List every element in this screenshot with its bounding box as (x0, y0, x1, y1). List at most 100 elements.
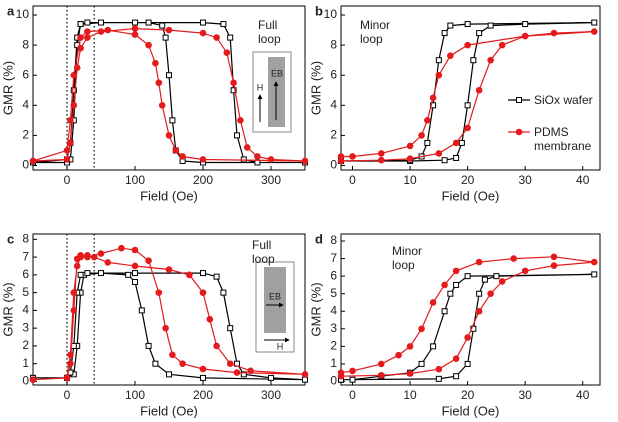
inset-bar (264, 267, 286, 333)
legend-marker (515, 128, 523, 136)
data-point (29, 376, 37, 383)
legend-marker (516, 97, 522, 103)
data-point (179, 360, 186, 367)
data-point (172, 147, 180, 154)
x-axis-title: Field (Oe) (442, 188, 500, 203)
data-point (97, 28, 105, 35)
data-point (230, 87, 237, 94)
data-point (453, 154, 460, 161)
y-tick-label: 4 (22, 97, 29, 111)
y-tick-label: 10 (16, 7, 30, 21)
inset-label: H (277, 341, 284, 351)
annotation: Full loop (258, 18, 281, 46)
data-point (131, 262, 139, 270)
data-point (145, 19, 152, 26)
data-point (63, 156, 71, 163)
data-point (458, 139, 465, 146)
data-point (84, 28, 91, 35)
y-tick-label: 2 (330, 128, 337, 142)
data-point (155, 79, 163, 87)
data-point (165, 26, 173, 34)
plot-frame (340, 233, 601, 386)
data-point (453, 281, 460, 288)
y-tick-label: 6 (22, 267, 29, 281)
legend-label: PDMS membrane (534, 125, 592, 153)
y-tick-label: 6 (330, 268, 337, 282)
y-tick-label: 4 (330, 97, 337, 111)
data-point (220, 21, 227, 28)
data-point (441, 281, 448, 289)
data-point (166, 371, 172, 378)
data-point (424, 117, 431, 124)
data-point (226, 360, 234, 367)
data-point (158, 102, 166, 109)
data-point (145, 342, 152, 349)
y-tick-label: 5 (22, 285, 29, 299)
y-tick-label: 6 (330, 67, 337, 81)
x-tick-label: 30 (518, 388, 532, 402)
y-tick-label: 8 (330, 233, 337, 247)
data-point (243, 144, 251, 151)
data-point (227, 325, 234, 332)
data-point (487, 290, 494, 297)
data-point (200, 19, 206, 26)
data-point (406, 142, 414, 150)
data-point (233, 369, 241, 376)
data-point (301, 371, 309, 378)
x-tick-label: 100 (125, 388, 145, 402)
x-axis-title: Field (Oe) (140, 188, 198, 203)
data-point (452, 355, 460, 362)
data-point (131, 25, 139, 32)
data-point (200, 270, 206, 277)
y-tick-label: 0 (22, 158, 29, 172)
data-point (199, 156, 207, 163)
panel-letter: b (315, 3, 323, 18)
data-point (435, 365, 443, 373)
data-point (395, 351, 402, 359)
data-point (213, 273, 220, 280)
data-point (430, 343, 437, 350)
data-point (169, 117, 176, 124)
annotation: Full loop (252, 238, 275, 266)
data-point (220, 289, 227, 296)
data-point (302, 376, 308, 383)
data-point (169, 351, 176, 359)
data-point (349, 376, 356, 383)
x-tick-label: 0 (64, 388, 71, 402)
data-point (487, 56, 494, 64)
data-point (155, 289, 163, 296)
data-point (418, 132, 425, 139)
data-point (104, 259, 112, 266)
data-point (199, 365, 207, 373)
inset-label: EB (269, 291, 281, 301)
data-point (493, 273, 500, 280)
data-point (240, 156, 247, 163)
data-point (464, 124, 471, 132)
data-point (510, 255, 517, 262)
legend-label: SiOx wafer (534, 93, 593, 107)
data-point (377, 150, 385, 157)
x-tick-label: 0 (349, 173, 356, 187)
x-tick-label: 0 (64, 173, 71, 187)
data-point (67, 139, 74, 147)
data-point (84, 34, 91, 41)
data-point (522, 21, 529, 28)
data-point (435, 71, 443, 79)
data-point (406, 343, 414, 350)
data-point (377, 360, 385, 368)
x-tick-label: 40 (576, 173, 590, 187)
data-point (240, 371, 247, 378)
data-point (138, 307, 145, 314)
data-point (418, 360, 425, 367)
x-tick-label: 0 (349, 388, 356, 402)
x-tick-label: 200 (193, 173, 213, 187)
data-point (84, 253, 91, 261)
data-point (591, 19, 598, 26)
data-point (521, 32, 529, 40)
data-point (418, 325, 425, 333)
data-point (29, 157, 37, 165)
data-point (165, 132, 173, 139)
data-point (337, 369, 345, 377)
data-point (145, 257, 152, 264)
